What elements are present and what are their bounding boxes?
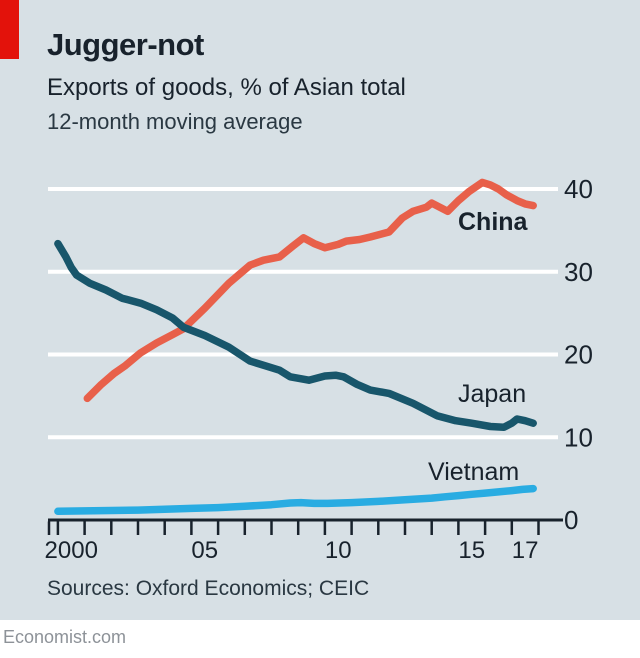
- x-tick-label-10: 10: [325, 537, 352, 564]
- y-axis-label-30: 30: [564, 257, 593, 287]
- y-axis-label-20: 20: [564, 340, 593, 370]
- chart-subtitle: Exports of goods, % of Asian total: [47, 74, 406, 101]
- chart-panel: Jugger-not Exports of goods, % of Asian …: [0, 0, 640, 620]
- site-footer: Economist.com: [0, 620, 640, 658]
- x-tick-label-17: 17: [512, 537, 539, 564]
- site-footer-text: Economist.com: [3, 627, 127, 647]
- vietnam-series-label: Vietnam: [428, 458, 519, 486]
- chart-note: 12-month moving average: [47, 109, 303, 134]
- vietnam-line: [54, 484, 537, 516]
- x-tick-label-15: 15: [458, 537, 485, 564]
- x-tick-label-2000: 2000: [45, 537, 98, 564]
- japan-line: [54, 239, 537, 432]
- economist-red-tab: [0, 0, 19, 59]
- china-series-label: China: [458, 208, 529, 236]
- japan-series-label: Japan: [458, 380, 526, 408]
- y-axis-label-10: 10: [564, 422, 593, 452]
- china-line: [83, 178, 537, 403]
- y-axis-label-0: 0: [564, 505, 578, 535]
- chart-title: Jugger-not: [47, 27, 204, 62]
- sources-note: Sources: Oxford Economics; CEIC: [47, 577, 370, 600]
- line-chart-canvas: 2000 05 10 15 17 0 10 20 30 40 China Japan Vietnam: [45, 174, 593, 564]
- x-tick-label-05: 05: [191, 537, 218, 564]
- y-axis-label-40: 40: [564, 174, 593, 204]
